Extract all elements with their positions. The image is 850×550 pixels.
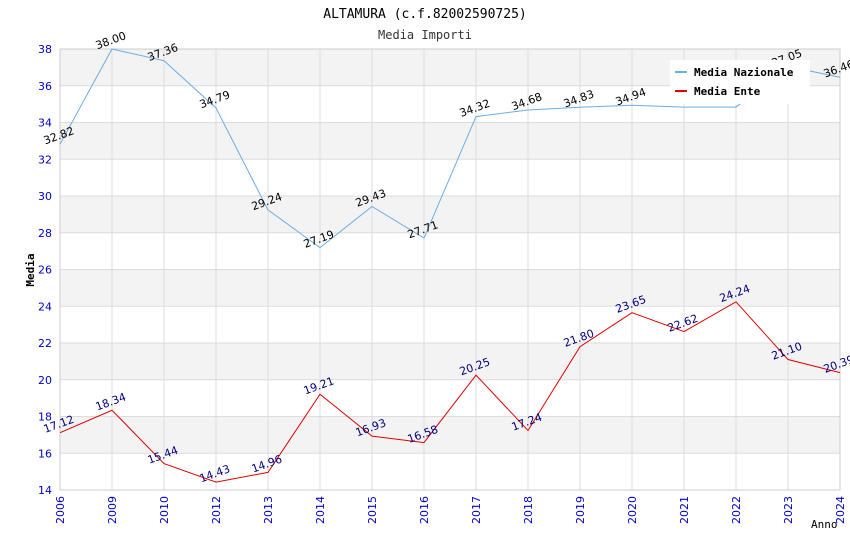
x-tick-label: 2014 xyxy=(314,496,327,524)
y-tick-label: 24 xyxy=(38,300,52,313)
x-tick-label: 2012 xyxy=(210,496,223,524)
x-tick-label: 2016 xyxy=(418,496,431,524)
plot-area-border xyxy=(59,48,841,491)
y-axis-ticks: 14 16 18 20 22 24 26 28 30 32 34 36 38 xyxy=(38,43,52,497)
grid-band xyxy=(60,122,840,160)
x-tick-label: 2021 xyxy=(678,496,691,524)
grid-band xyxy=(60,232,840,270)
grid-band xyxy=(60,416,840,454)
y-tick-label: 38 xyxy=(38,43,52,56)
grid-band xyxy=(60,196,840,233)
grid-band xyxy=(60,269,840,307)
x-tick-label: 2024 xyxy=(834,496,847,524)
legend-label-media-ente: Media Ente xyxy=(694,85,761,98)
x-tick-label: 2010 xyxy=(158,496,171,524)
y-tick-label: 20 xyxy=(38,374,52,387)
y-tick-label: 16 xyxy=(38,447,52,460)
grid-band xyxy=(60,379,840,417)
x-tick-label: 2009 xyxy=(106,496,119,524)
x-tick-label: 2023 xyxy=(782,496,795,524)
x-tick-label: 2017 xyxy=(470,496,483,524)
grid-band xyxy=(60,453,840,490)
grid-lines xyxy=(59,48,841,491)
chart-title: ALTAMURA (c.f.82002590725) xyxy=(323,7,527,22)
x-tick-label: 2022 xyxy=(730,496,743,524)
y-tick-label: 28 xyxy=(38,227,52,240)
y-tick-label: 34 xyxy=(38,117,52,130)
series-line-media-nazionale xyxy=(59,48,841,249)
chart-subtitle: Media Importi xyxy=(378,28,472,42)
y-axis-label: Media xyxy=(24,253,37,286)
x-tick-label: 2015 xyxy=(366,496,379,524)
grid-bands xyxy=(60,49,840,490)
series-line-media-ente xyxy=(59,301,841,483)
y-tick-label: 22 xyxy=(38,337,52,350)
y-tick-label: 18 xyxy=(38,411,52,424)
x-axis-ticks: 2006 2009 2010 2012 2013 2014 2015 2016 2017 2018… xyxy=(54,496,847,524)
x-axis-label: Anno xyxy=(811,518,838,531)
y-tick-label: 14 xyxy=(38,484,52,497)
x-tick-label: 2018 xyxy=(522,496,535,524)
x-tick-label: 2020 xyxy=(626,496,639,524)
y-tick-label: 36 xyxy=(38,80,52,93)
series-lines xyxy=(59,48,841,483)
y-tick-label: 26 xyxy=(38,264,52,277)
y-tick-label: 32 xyxy=(38,153,52,166)
legend-box xyxy=(670,60,810,104)
x-tick-label: 2006 xyxy=(54,496,67,524)
y-tick-label: 30 xyxy=(38,190,52,203)
grid-band xyxy=(60,306,840,343)
legend: Media Nazionale Media Ente xyxy=(670,60,810,104)
x-tick-label: 2013 xyxy=(262,496,275,524)
legend-label-media-nazionale: Media Nazionale xyxy=(694,66,794,79)
x-tick-label: 2019 xyxy=(574,496,587,524)
grid-band xyxy=(60,343,840,380)
